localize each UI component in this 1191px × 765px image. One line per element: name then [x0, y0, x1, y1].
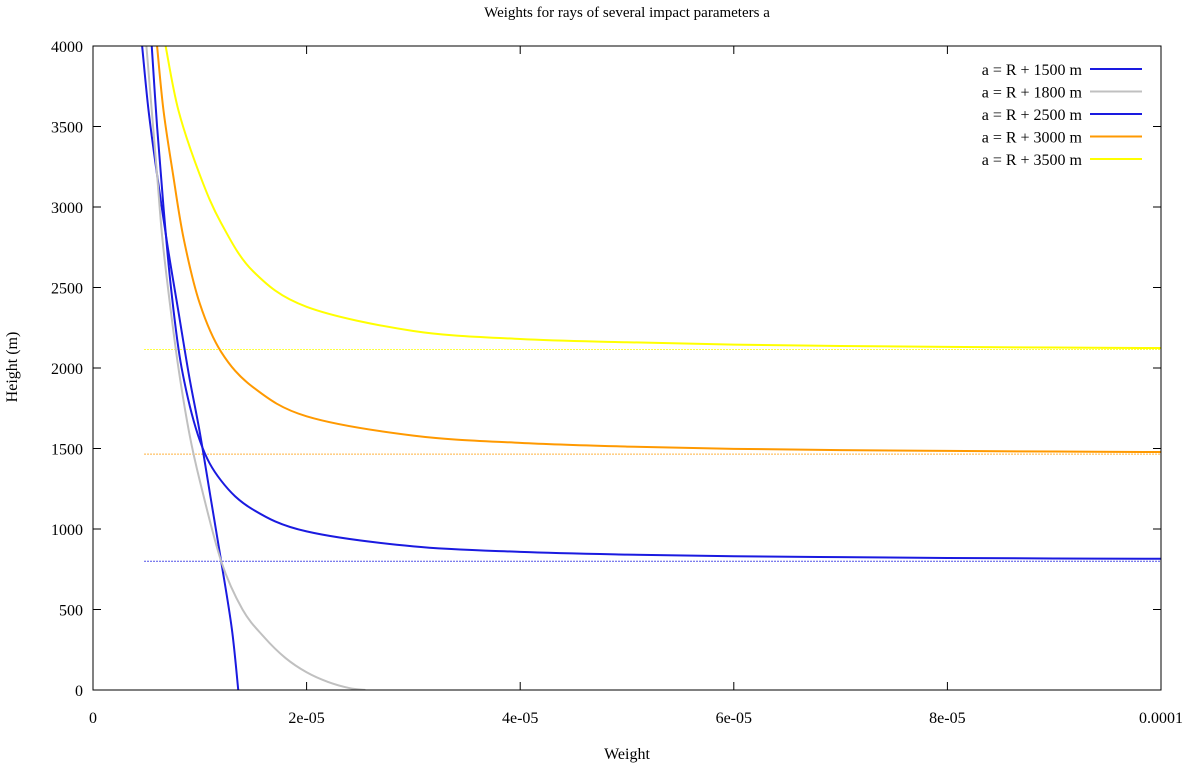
asymptote-lines: [144, 348, 1161, 562]
y-tick-label: 3500: [51, 120, 83, 137]
y-axis-title: Height (m): [4, 332, 21, 403]
y-tick-label: 0: [75, 683, 83, 700]
legend-label-5: a = R + 3500 m: [982, 152, 1083, 169]
series-layer: [141, 46, 1161, 690]
x-tick-label: 6e-05: [716, 710, 752, 727]
x-tick-label: 0.0001: [1139, 710, 1183, 727]
y-tick-label: 3000: [51, 200, 83, 217]
legend-label-4: a = R + 3000 m: [982, 130, 1083, 147]
x-tick-label: 2e-05: [288, 710, 324, 727]
y-tick-label: 1000: [51, 522, 83, 539]
x-tick-label: 8e-05: [929, 710, 965, 727]
legend: a = R + 1500 m a = R + 1800 m a = R + 2500…: [982, 62, 1142, 169]
series-line-2: [145, 46, 366, 690]
series-line-5: [164, 46, 1161, 350]
series-line-3: [150, 46, 1161, 560]
legend-label-2: a = R + 1800 m: [982, 85, 1083, 102]
x-axis-title: Weight: [604, 746, 650, 763]
y-tick-label: 2000: [51, 361, 83, 378]
series-line-1: [141, 46, 240, 690]
legend-label-3: a = R + 2500 m: [982, 107, 1083, 124]
y-tick-label: 500: [59, 603, 83, 620]
series-line-4: [156, 46, 1161, 454]
y-tick-label: 2500: [51, 281, 83, 298]
y-tick-label: 4000: [51, 39, 83, 56]
chart-title: Weights for rays of several impact param…: [484, 5, 770, 21]
y-tick-label: 1500: [51, 442, 83, 459]
axis-ticks: 0 2e-05 4e-05 6e-05 8e-05 0.0001 0 500 1000 1500 2…: [51, 39, 1183, 727]
x-tick-label: 4e-05: [502, 710, 538, 727]
x-tick-label: 0: [89, 710, 97, 727]
legend-label-1: a = R + 1500 m: [982, 62, 1083, 79]
